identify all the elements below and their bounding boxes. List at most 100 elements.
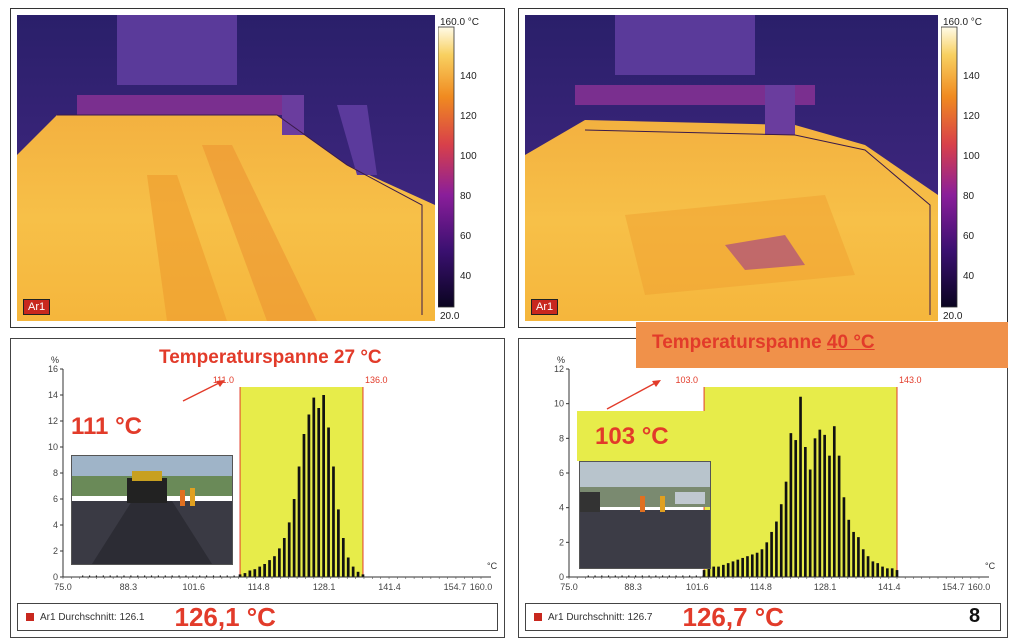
x-tick-label: 114.8 — [248, 582, 270, 592]
y-tick-label: 16 — [48, 364, 58, 374]
y-tick-label: 4 — [53, 520, 58, 530]
histogram-bar — [707, 568, 711, 577]
thermal-image-left: Ar1 — [17, 15, 435, 321]
histogram-bar — [273, 556, 276, 577]
histogram-bar-tail — [702, 575, 704, 577]
histogram-bar-tail — [695, 575, 697, 577]
thermal-image-panel-right: Ar1 160.0 °C 20.0 140 120 100 80 60 40 — [518, 8, 1008, 328]
histogram-bar-tail — [150, 575, 153, 577]
colorbar-tick: 60 — [460, 231, 472, 242]
y-axis-label: % — [51, 355, 59, 365]
histogram-panel-left: 111.0 136.0% °C 0 2 4 6 8 10 12 14 16 75.0 88.3 101.6 1… — [10, 338, 505, 638]
histogram-bar — [794, 440, 798, 577]
range-title-value: 40 °C — [826, 332, 875, 353]
y-axis-label: % — [557, 355, 565, 365]
histogram-bar — [770, 531, 773, 577]
x-tick-label: 141.4 — [378, 582, 401, 592]
colorbar-tick: 120 — [963, 111, 980, 122]
histogram-bar — [760, 549, 764, 577]
min-annotation-right: 103 °C — [595, 423, 669, 450]
paver-photo-right — [579, 461, 711, 569]
range-low-label: 111.0 — [213, 375, 234, 385]
range-title-left: Temperaturspanne 27 °C — [159, 347, 382, 368]
histogram-bar — [263, 564, 266, 577]
area-label-right: Ar1 — [531, 299, 559, 315]
histogram-bar-tail — [614, 575, 616, 577]
colorbar-tick: 60 — [963, 231, 975, 242]
histogram-bar-tail — [594, 575, 596, 577]
histogram-bar-tail — [144, 575, 146, 577]
histogram-bar-tail — [634, 575, 637, 577]
x-tick-label: 141.4 — [878, 582, 901, 592]
thermal-image-panel-left: Ar1 160.0 °C 20.0 140 120 100 80 60 40 — [10, 8, 505, 328]
histogram-bar-tail — [655, 575, 657, 577]
histogram-bar-tail — [157, 575, 160, 577]
x-tick-label: 75.0 — [54, 582, 72, 592]
annotation-arrowhead — [216, 380, 225, 387]
histogram-bar-tail — [88, 575, 91, 577]
y-tick-label: 0 — [559, 572, 564, 582]
histogram-bar — [736, 559, 740, 577]
histogram-bar — [779, 504, 783, 577]
range-title-right: Temperaturspanne 40 °C — [652, 332, 875, 354]
colorbar-tick: 100 — [963, 151, 980, 162]
x-axis-unit: °C — [985, 561, 996, 571]
y-tick-label: 4 — [559, 503, 564, 513]
histogram-bar — [746, 556, 749, 577]
histogram-bar-tail — [233, 575, 235, 577]
histogram-bar-tail — [641, 575, 643, 577]
y-tick-label: 10 — [554, 399, 564, 409]
y-tick-label: 2 — [559, 537, 564, 547]
histogram-bar-tail — [682, 575, 684, 577]
histogram-bar-tail — [688, 575, 691, 577]
histogram-bar — [297, 466, 301, 577]
colorbar-tick: 80 — [963, 191, 975, 202]
histogram-bar-tail — [648, 575, 650, 577]
histogram-bar — [317, 408, 321, 577]
histogram-bar — [784, 481, 788, 577]
histogram-bar — [258, 566, 262, 577]
histogram-bar — [818, 429, 822, 577]
histogram-bar — [726, 563, 730, 577]
colorbar-tick: 80 — [460, 191, 472, 202]
histogram-bar-tail — [109, 575, 111, 577]
histogram-bar-tail — [607, 575, 610, 577]
mean-label-right: 126,7 °C — [682, 601, 784, 632]
histogram-bar-tail — [219, 575, 221, 577]
histogram-bar — [346, 557, 350, 577]
colorbar-min-label: 20.0 — [440, 311, 460, 321]
square-marker-icon — [26, 613, 34, 621]
histogram-bar — [292, 499, 296, 577]
min-annotation-left: 111 °C — [71, 413, 142, 440]
histogram-bar — [253, 569, 257, 577]
histogram-bar — [268, 560, 271, 577]
histogram-bar — [238, 574, 242, 577]
histogram-bar — [322, 395, 325, 577]
histogram-bar — [804, 447, 807, 577]
histogram-bar — [861, 549, 865, 577]
annotation-arrow — [182, 380, 224, 402]
y-tick-label: 6 — [53, 494, 58, 504]
histogram-bar — [282, 538, 286, 577]
histogram-bar — [832, 426, 836, 577]
histogram-bar — [741, 557, 744, 577]
histogram-bar-tail — [587, 575, 589, 577]
histogram-bar — [717, 566, 720, 577]
range-title-banner-right — [636, 322, 1008, 368]
histogram-bar — [890, 568, 894, 577]
histogram-bar-tail — [102, 575, 104, 577]
y-tick-label: 8 — [53, 468, 58, 478]
histogram-bar — [866, 556, 870, 577]
y-tick-label: 2 — [53, 546, 58, 556]
histogram-bar-tail — [668, 575, 670, 577]
legend-text-left: Ar1 Durchschnitt: 126.1 — [40, 611, 145, 623]
range-low-label: 103.0 — [676, 375, 699, 385]
histogram-bar — [857, 537, 860, 577]
x-tick-label: 88.3 — [624, 582, 642, 592]
histogram-panel-right: 103.0 143.0% °C 0 2 4 6 8 10 12 75.0 88.3 101.6 114.8… — [518, 338, 1008, 638]
histogram-bar-tail — [192, 575, 194, 577]
colorbar-min-label: 20.0 — [943, 311, 963, 321]
colorbar-tick: 120 — [460, 111, 477, 122]
histogram-bar-tail — [212, 575, 215, 577]
histogram-bar — [278, 548, 281, 577]
